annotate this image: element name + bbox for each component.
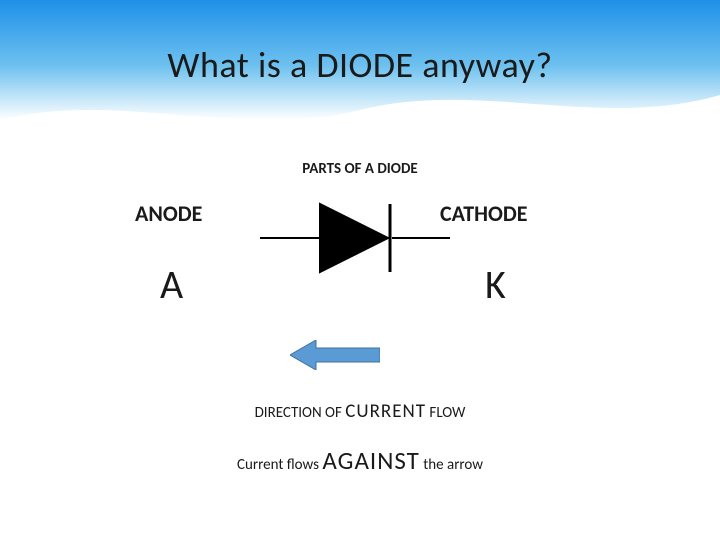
- slide: What is a DIODE anyway? PARTS OF A DIODE…: [0, 0, 720, 540]
- diode-symbol: [260, 198, 450, 302]
- current-flow-arrow: [290, 340, 380, 370]
- title-band: What is a DIODE anyway?: [0, 0, 720, 130]
- letter-a: A: [160, 260, 183, 309]
- against-arrow-line: Current flows AGAINST the arrow: [0, 445, 720, 476]
- ag-post: the arrow: [420, 456, 483, 474]
- letter-k: K: [485, 260, 506, 309]
- ag-pre: Current flows: [237, 456, 322, 474]
- page-title: What is a DIODE anyway?: [167, 43, 552, 87]
- ag-mid: AGAINST: [322, 445, 419, 476]
- direction-of-flow-line: DIRECTION OF CURRENT FLOW: [0, 400, 720, 423]
- dir-pre: DIRECTION OF: [255, 404, 346, 422]
- subtitle-parts-of-diode: PARTS OF A DIODE: [0, 160, 720, 178]
- label-cathode: CATHODE: [440, 200, 528, 227]
- dir-post: FLOW: [426, 404, 465, 422]
- dir-mid: CURRENT: [345, 400, 426, 423]
- label-anode: ANODE: [135, 200, 202, 227]
- diode-triangle: [320, 204, 388, 272]
- arrow-shape: [290, 340, 380, 370]
